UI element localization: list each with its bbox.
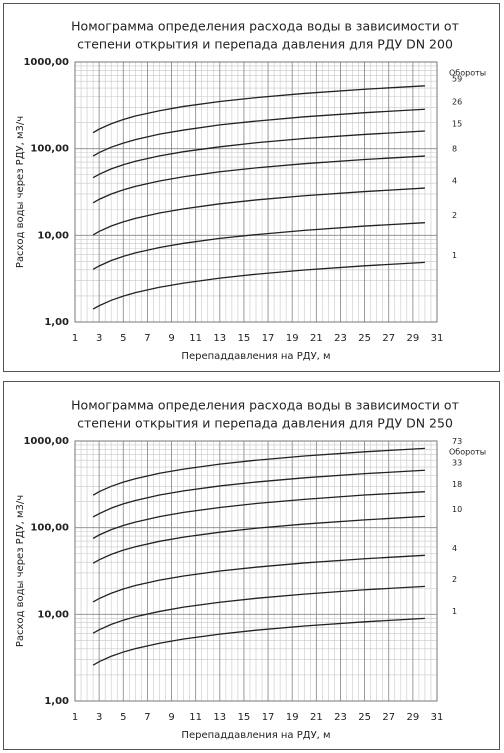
chart-title: степени открытия и перепада давления для… — [77, 416, 453, 431]
series-label: 18 — [452, 480, 462, 489]
x-tick-label: 21 — [310, 712, 323, 723]
plot-border — [74, 440, 438, 702]
curve — [92, 130, 425, 179]
x-tick-label: 15 — [238, 712, 251, 723]
x-tick-label: 13 — [213, 333, 226, 344]
y-axis-label: Расход воды через РДУ, м3/ч — [15, 116, 26, 268]
series-label: 1 — [452, 251, 457, 260]
curve — [92, 222, 425, 270]
x-tick-label: 21 — [310, 333, 323, 344]
x-tick-label: 9 — [168, 712, 174, 723]
series-label: 1 — [452, 607, 457, 616]
series-label: 73 — [452, 437, 462, 446]
curve — [92, 187, 425, 236]
x-tick-label: 19 — [286, 333, 299, 344]
x-tick-label: 1 — [72, 712, 78, 723]
x-tick-label: 9 — [168, 333, 174, 344]
x-tick-label: 29 — [406, 712, 419, 723]
series-label: 59 — [452, 74, 462, 83]
y-tick-label: 100,00 — [30, 144, 69, 155]
curve — [92, 469, 425, 518]
x-tick-label: 27 — [382, 712, 395, 723]
x-tick-label: 11 — [189, 712, 202, 723]
x-axis-label: Перепаддавления на РДУ, м — [181, 730, 330, 741]
x-tick-label: 31 — [431, 712, 444, 723]
x-tick-label: 13 — [213, 712, 226, 723]
series-label: 4 — [452, 544, 457, 553]
curve — [92, 447, 425, 496]
x-axis-label: Перепаддавления на РДУ, м — [181, 351, 330, 362]
x-tick-label: 27 — [382, 333, 395, 344]
series-label: 2 — [452, 211, 457, 220]
x-tick-label: 17 — [262, 712, 275, 723]
x-tick-label: 23 — [334, 712, 347, 723]
legend-title: Обороты — [449, 69, 486, 78]
curve — [92, 554, 425, 603]
chart-title: степени открытия и перепада давления для… — [77, 37, 453, 52]
chart-title: Номограмма определения расхода воды в за… — [71, 398, 459, 413]
curve — [92, 85, 425, 134]
curve — [92, 108, 425, 157]
x-tick-label: 3 — [96, 712, 102, 723]
y-tick-label: 1,00 — [44, 317, 69, 328]
y-tick-label: 100,00 — [30, 523, 69, 534]
curve — [92, 155, 425, 204]
x-tick-label: 25 — [358, 712, 371, 723]
y-tick-label: 1000,00 — [23, 436, 69, 447]
x-tick-label: 3 — [96, 333, 102, 344]
x-tick-label: 17 — [262, 333, 275, 344]
y-tick-label: 10,00 — [37, 609, 69, 620]
curve — [92, 261, 425, 310]
legend-title: Обороты — [449, 448, 486, 457]
y-tick-label: 1,00 — [44, 696, 69, 707]
series-label: 4 — [452, 177, 457, 186]
x-tick-label: 1 — [72, 333, 78, 344]
x-tick-label: 31 — [431, 333, 444, 344]
curve — [92, 617, 425, 666]
series-label: 2 — [452, 575, 457, 584]
series-label: 33 — [452, 459, 462, 468]
curve — [92, 585, 425, 634]
chart-title: Номограмма определения расхода воды в за… — [71, 19, 459, 34]
x-tick-label: 23 — [334, 333, 347, 344]
x-tick-label: 25 — [358, 333, 371, 344]
series-label: 15 — [452, 119, 462, 128]
x-tick-label: 5 — [120, 712, 126, 723]
x-tick-label: 15 — [238, 333, 251, 344]
curve — [92, 515, 425, 564]
series-label: 26 — [452, 98, 462, 107]
curve — [92, 491, 425, 540]
x-tick-label: 11 — [189, 333, 202, 344]
x-tick-label: 7 — [144, 333, 150, 344]
x-tick-label: 5 — [120, 333, 126, 344]
x-tick-label: 29 — [406, 333, 419, 344]
plot-border — [74, 61, 438, 323]
series-label: 10 — [452, 505, 462, 514]
x-tick-label: 7 — [144, 712, 150, 723]
x-tick-label: 19 — [286, 712, 299, 723]
series-label: 8 — [452, 145, 457, 154]
y-tick-label: 10,00 — [37, 230, 69, 241]
y-tick-label: 1000,00 — [23, 57, 69, 68]
y-axis-label: Расход воды через РДУ, м3/ч — [15, 495, 26, 647]
